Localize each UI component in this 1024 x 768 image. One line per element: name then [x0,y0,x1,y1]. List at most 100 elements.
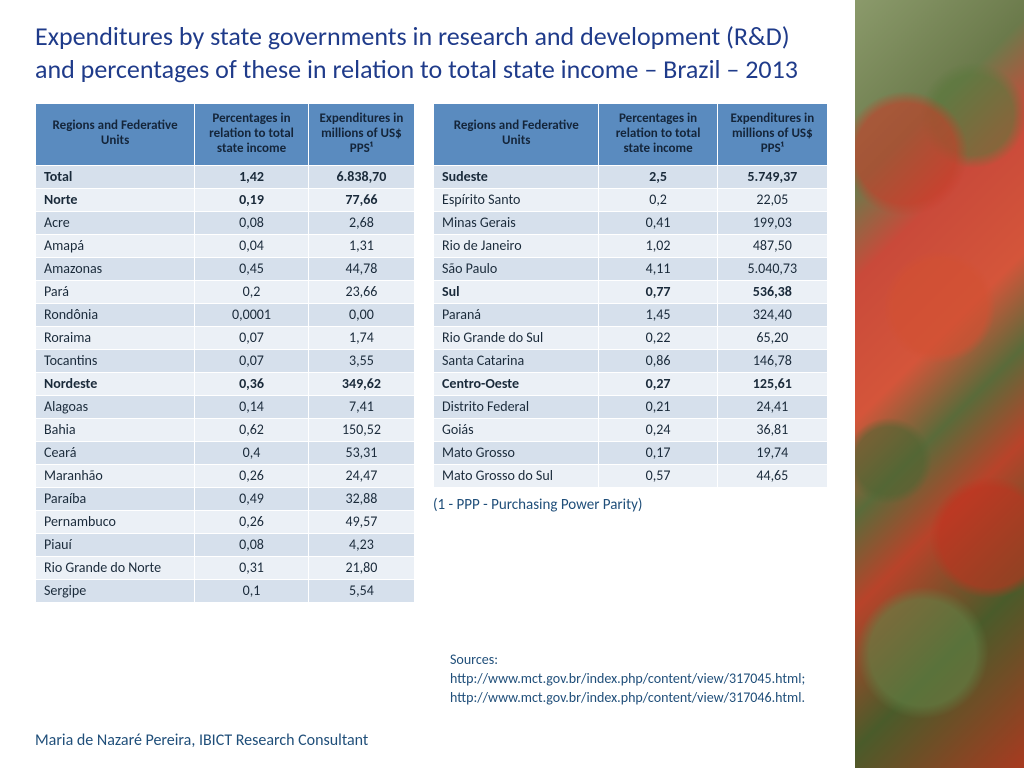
cell-exp: 5,54 [308,579,414,602]
cell-pct: 0,31 [195,556,309,579]
table-row: Paraíba0,4932,88 [36,487,415,510]
cell-exp: 32,88 [308,487,414,510]
cell-region: Rio de Janeiro [434,234,599,257]
tables-container: Regions and Federative Units Percentages… [35,103,830,603]
cell-pct: 4,11 [599,257,717,280]
cell-pct: 1,45 [599,303,717,326]
table-row: Ceará0,453,31 [36,441,415,464]
cell-pct: 0,21 [599,395,717,418]
cell-exp: 0,00 [308,303,414,326]
cell-pct: 0,57 [599,464,717,487]
cell-pct: 0,04 [195,234,309,257]
table-row: Espírito Santo0,222,05 [434,188,828,211]
cell-region: São Paulo [434,257,599,280]
cell-region: Goiás [434,418,599,441]
table-row: Mato Grosso do Sul0,5744,65 [434,464,828,487]
cell-exp: 7,41 [308,395,414,418]
cell-region: Alagoas [36,395,195,418]
cell-region: Piauí [36,533,195,556]
table-row: Pernambuco0,2649,57 [36,510,415,533]
table-row: Bahia0,62150,52 [36,418,415,441]
sources-label: Sources: [450,651,805,670]
cell-exp: 24,47 [308,464,414,487]
cell-exp: 3,55 [308,349,414,372]
cell-region: Minas Gerais [434,211,599,234]
cell-region: Ceará [36,441,195,464]
cell-exp: 5.749,37 [717,165,827,188]
cell-pct: 0,24 [599,418,717,441]
table-row: Norte0,1977,66 [36,188,415,211]
cell-exp: 150,52 [308,418,414,441]
cell-exp: 49,57 [308,510,414,533]
cell-exp: 6.838,70 [308,165,414,188]
cell-region: Roraima [36,326,195,349]
cell-region: Acre [36,211,195,234]
col-header-exp: Expenditures in millions of US$ PPS¹ [308,104,414,166]
cell-pct: 2,5 [599,165,717,188]
table-row: Alagoas0,147,41 [36,395,415,418]
table-row: Maranhão0,2624,47 [36,464,415,487]
cell-region: Mato Grosso [434,441,599,464]
col-header-exp: Expenditures in millions of US$ PPS¹ [717,104,827,166]
cell-exp: 146,78 [717,349,827,372]
cell-pct: 0,0001 [195,303,309,326]
cell-exp: 36,81 [717,418,827,441]
cell-pct: 0,14 [195,395,309,418]
cell-exp: 24,41 [717,395,827,418]
table-row: Amazonas0,4544,78 [36,257,415,280]
table-row: Distrito Federal0,2124,41 [434,395,828,418]
cell-pct: 0,41 [599,211,717,234]
cell-pct: 0,27 [599,372,717,395]
cell-exp: 22,05 [717,188,827,211]
cell-pct: 0,62 [195,418,309,441]
table-right-wrapper: Regions and Federative Units Percentages… [433,103,828,514]
cell-pct: 0,2 [599,188,717,211]
table-row: Sul0,77536,38 [434,280,828,303]
table-row: São Paulo4,115.040,73 [434,257,828,280]
table-row: Roraima0,071,74 [36,326,415,349]
cell-exp: 65,20 [717,326,827,349]
cell-region: Rio Grande do Norte [36,556,195,579]
table-row: Total1,426.838,70 [36,165,415,188]
decorative-tree-image [855,0,1024,768]
cell-exp: 1,74 [308,326,414,349]
cell-pct: 0,45 [195,257,309,280]
table-row: Santa Catarina0,86146,78 [434,349,828,372]
cell-pct: 0,07 [195,326,309,349]
cell-region: Distrito Federal [434,395,599,418]
col-header-pct: Percentages in relation to total state i… [195,104,309,166]
cell-region: Rondônia [36,303,195,326]
cell-region: Paraná [434,303,599,326]
table-row: Rondônia0,00010,00 [36,303,415,326]
cell-exp: 2,68 [308,211,414,234]
cell-exp: 23,66 [308,280,414,303]
table-row: Nordeste0,36349,62 [36,372,415,395]
cell-exp: 77,66 [308,188,414,211]
cell-pct: 0,1 [195,579,309,602]
cell-exp: 487,50 [717,234,827,257]
cell-exp: 44,65 [717,464,827,487]
table-row: Piauí0,084,23 [36,533,415,556]
cell-exp: 1,31 [308,234,414,257]
cell-pct: 0,17 [599,441,717,464]
table-row: Minas Gerais0,41199,03 [434,211,828,234]
cell-exp: 199,03 [717,211,827,234]
cell-pct: 0,77 [599,280,717,303]
table-header-row: Regions and Federative Units Percentages… [434,104,828,166]
table-row: Rio Grande do Sul0,2265,20 [434,326,828,349]
table-row: Rio Grande do Norte0,3121,80 [36,556,415,579]
cell-region: Sudeste [434,165,599,188]
page-title: Expenditures by state governments in res… [35,20,815,85]
slide-content: Expenditures by state governments in res… [0,0,855,768]
cell-region: Bahia [36,418,195,441]
cell-region: Centro-Oeste [434,372,599,395]
cell-exp: 536,38 [717,280,827,303]
cell-exp: 21,80 [308,556,414,579]
table-row: Pará0,223,66 [36,280,415,303]
table-row: Sergipe0,15,54 [36,579,415,602]
cell-region: Pernambuco [36,510,195,533]
table-right: Regions and Federative Units Percentages… [433,103,828,488]
cell-pct: 0,07 [195,349,309,372]
cell-exp: 53,31 [308,441,414,464]
table-row: Mato Grosso0,1719,74 [434,441,828,464]
